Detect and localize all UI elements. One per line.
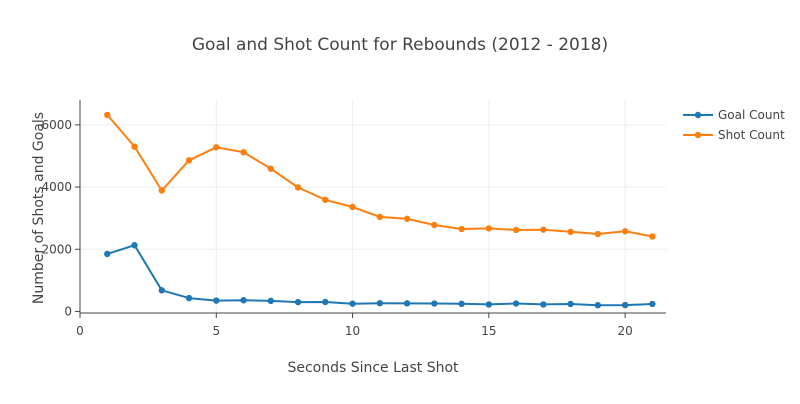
goal-count-point[interactable] xyxy=(349,300,356,307)
shot-count-point[interactable] xyxy=(485,225,493,232)
goal-count-point[interactable] xyxy=(294,298,302,306)
y-axis-ticks: 0 2000 4000 6000 xyxy=(41,118,80,318)
y-tick-label: 0 xyxy=(64,304,72,318)
shot-count-point[interactable] xyxy=(240,149,247,156)
x-axis-label: Seconds Since Last Shot xyxy=(287,360,459,376)
y-tick-label: 2000 xyxy=(41,242,72,256)
goal-count-point[interactable] xyxy=(240,297,247,304)
shot-count-point[interactable] xyxy=(185,157,193,164)
goal-count-point[interactable] xyxy=(485,301,493,308)
goal-count-point[interactable] xyxy=(322,298,329,306)
goal-count-point[interactable] xyxy=(213,297,220,304)
x-tick-label: 15 xyxy=(481,324,496,338)
shot-count-point[interactable] xyxy=(376,213,384,221)
shot-count-point[interactable] xyxy=(131,143,138,150)
shot-count-point[interactable] xyxy=(158,187,165,194)
goal-count-point[interactable] xyxy=(594,302,602,309)
series-layer xyxy=(104,111,656,309)
shot-count-point[interactable] xyxy=(431,221,438,229)
goal-count-point[interactable] xyxy=(621,301,629,309)
grid xyxy=(80,100,666,313)
shot-count-point[interactable] xyxy=(512,226,520,234)
shot-count-point[interactable] xyxy=(594,230,602,238)
x-tick-label: 10 xyxy=(345,324,360,338)
goal-count-point[interactable] xyxy=(540,301,547,308)
x-tick-label: 0 xyxy=(76,324,84,338)
legend-label: Goal Count xyxy=(718,108,785,122)
y-tick-label: 4000 xyxy=(41,180,72,194)
legend-label: Shot Count xyxy=(718,128,785,142)
legend[interactable]: Goal Count Shot Count xyxy=(683,108,785,142)
x-tick-label: 20 xyxy=(617,324,632,338)
legend-swatch-marker xyxy=(694,111,702,119)
shot-count-point[interactable] xyxy=(458,225,465,233)
shot-count-point[interactable] xyxy=(213,144,220,151)
legend-item-shot-count[interactable]: Shot Count xyxy=(683,128,785,142)
shot-count-point[interactable] xyxy=(294,184,302,191)
goal-count-point[interactable] xyxy=(567,300,574,308)
goal-count-point[interactable] xyxy=(403,300,411,307)
shot-count-point[interactable] xyxy=(349,203,356,211)
legend-item-goal-count[interactable]: Goal Count xyxy=(683,108,785,122)
goal-count-point[interactable] xyxy=(458,300,465,308)
goal-count-point[interactable] xyxy=(104,250,111,258)
y-tick-label: 6000 xyxy=(41,118,72,132)
goal-count-point[interactable] xyxy=(158,287,165,294)
goal-count-point[interactable] xyxy=(131,242,138,249)
shot-count-point[interactable] xyxy=(567,228,574,236)
goal-count-point[interactable] xyxy=(431,300,438,307)
shot-count-point[interactable] xyxy=(621,228,629,235)
goal-count-point[interactable] xyxy=(376,300,384,307)
chart-title: Goal and Shot Count for Rebounds (2012 -… xyxy=(192,35,608,55)
shot-count-point[interactable] xyxy=(267,165,274,172)
y-axis-label: Number of Shots and Goals xyxy=(31,112,47,304)
shot-count-point[interactable] xyxy=(403,215,411,222)
shot-count-point[interactable] xyxy=(649,233,656,240)
goal-count-point[interactable] xyxy=(185,294,193,302)
goal-count-point[interactable] xyxy=(267,297,274,305)
x-tick-label: 5 xyxy=(212,324,220,338)
shot-count-point[interactable] xyxy=(322,196,329,204)
x-axis-ticks: 0 5 10 15 20 xyxy=(76,313,633,338)
goal-count-point[interactable] xyxy=(649,300,656,308)
axes xyxy=(79,100,666,314)
goal-count-point[interactable] xyxy=(512,300,520,307)
shot-count-point[interactable] xyxy=(540,226,547,233)
shot-count-point[interactable] xyxy=(104,111,111,119)
legend-swatch-marker xyxy=(694,131,702,139)
